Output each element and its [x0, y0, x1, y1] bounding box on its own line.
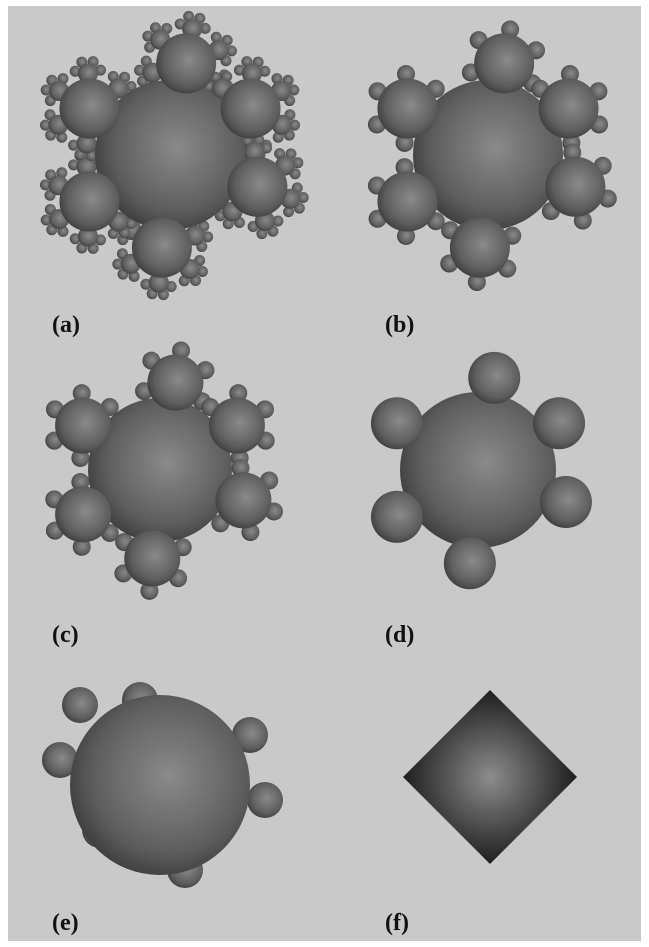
- panel-label: (f): [385, 910, 409, 936]
- sub-sphere: [533, 397, 585, 449]
- sub-sphere: [227, 157, 287, 217]
- sub-sphere: [468, 352, 520, 404]
- panel-label: (e): [52, 910, 79, 936]
- sub-sphere: [377, 172, 437, 232]
- sub-sphere: [540, 476, 592, 528]
- sub-sphere: [221, 79, 281, 139]
- sub-sphere: [55, 398, 111, 454]
- spike: [247, 782, 283, 818]
- sub-sphere: [209, 398, 265, 454]
- sub-sphere: [371, 397, 423, 449]
- panel-label: (b): [385, 312, 414, 338]
- sub-sphere: [539, 79, 599, 139]
- sphere: [70, 695, 250, 875]
- sub-sphere: [444, 537, 496, 589]
- sub-sphere: [132, 218, 192, 278]
- figure: (a) (b) (c) (d) (e) (f): [0, 0, 649, 947]
- sub-sphere: [156, 33, 216, 93]
- panel-label: (a): [52, 312, 80, 338]
- sub-sphere: [377, 79, 437, 139]
- sub-sphere: [371, 491, 423, 543]
- sub-sphere: [147, 355, 203, 411]
- sub-sphere: [545, 157, 605, 217]
- sub-sphere: [474, 33, 534, 93]
- panel-label: (c): [52, 622, 79, 648]
- sub-sphere: [215, 472, 271, 528]
- panel-label: (d): [385, 622, 414, 648]
- sub-sphere: [59, 172, 119, 232]
- sub-sphere: [450, 218, 510, 278]
- sphere: [400, 392, 556, 548]
- sub-sphere: [124, 530, 180, 586]
- sub-sphere: [59, 79, 119, 139]
- sub-sphere: [55, 486, 111, 542]
- spike: [62, 687, 98, 723]
